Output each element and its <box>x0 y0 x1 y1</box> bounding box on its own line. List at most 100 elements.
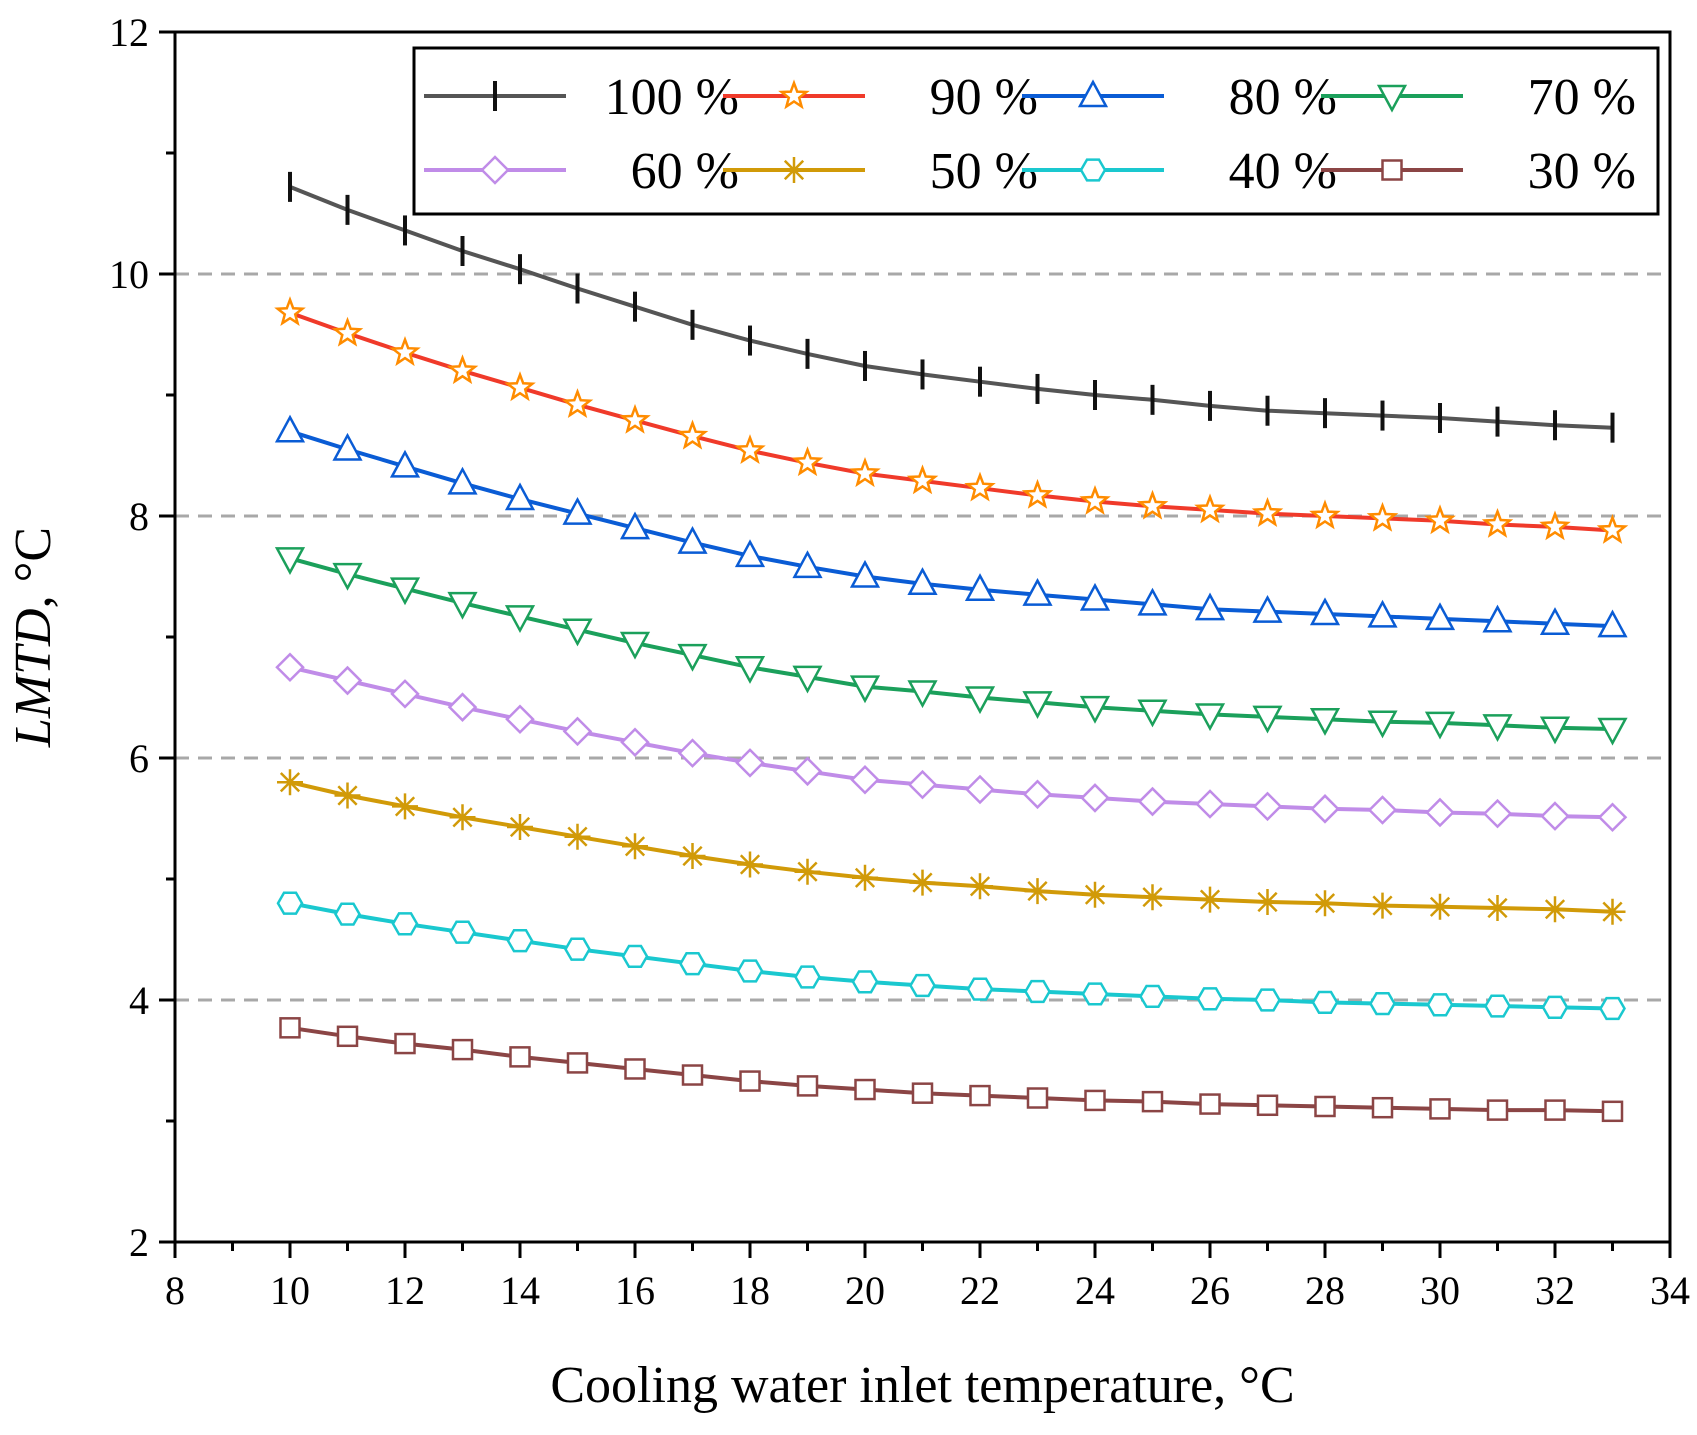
legend-entry: 100 % <box>424 69 739 126</box>
x-tick-label: 10 <box>270 1268 310 1313</box>
data-point <box>966 977 994 1001</box>
data-point <box>336 1025 359 1048</box>
legend-entry: 80 % <box>1022 69 1337 126</box>
legend-marker <box>1079 158 1107 182</box>
data-point <box>1082 881 1108 908</box>
series-90-percent <box>274 296 1629 544</box>
data-point <box>1141 1090 1164 1113</box>
data-point <box>1026 1087 1049 1109</box>
series-60-percent <box>275 652 1628 833</box>
x-tick-label: 20 <box>845 1268 885 1313</box>
data-point <box>1079 695 1111 724</box>
data-point <box>1599 898 1626 925</box>
legend-label: 50 % <box>930 143 1038 200</box>
data-point <box>391 912 419 936</box>
data-point <box>504 605 536 634</box>
series-line <box>289 185 1613 430</box>
series-line <box>289 1025 1613 1114</box>
legend-label: 40 % <box>1229 143 1337 200</box>
data-point <box>332 665 363 696</box>
data-point <box>1486 1099 1509 1121</box>
data-point <box>1482 798 1513 829</box>
data-point <box>1424 711 1456 740</box>
data-point <box>1079 484 1111 515</box>
data-point <box>566 1052 589 1074</box>
data-point <box>446 354 479 385</box>
y-tick-label: 6 <box>129 736 149 781</box>
data-point <box>1544 1099 1566 1121</box>
data-point <box>1481 507 1514 538</box>
data-point <box>1195 789 1225 819</box>
data-point <box>562 496 593 525</box>
data-point <box>1309 499 1341 530</box>
data-point <box>735 748 765 778</box>
data-point <box>964 573 996 602</box>
data-point <box>1254 988 1281 1012</box>
legend-label: 70 % <box>1528 69 1636 126</box>
legend-marker <box>1376 84 1408 113</box>
legend-label: 80 % <box>1229 69 1337 126</box>
x-tick-label: 8 <box>165 1268 185 1313</box>
data-point <box>564 823 591 850</box>
data-point <box>1254 889 1281 915</box>
x-axis: 8 10 12 14 16 18 20 22 24 26 28 30 32 34 <box>165 1242 1690 1313</box>
x-tick-label: 14 <box>500 1268 540 1313</box>
data-point <box>677 643 708 672</box>
y-axis-title-italic: LMTD <box>5 608 62 748</box>
data-point <box>852 864 878 891</box>
data-point <box>734 656 766 684</box>
data-point <box>1314 1095 1336 1118</box>
data-point <box>1484 994 1511 1018</box>
data-point <box>676 419 709 450</box>
data-point <box>1539 510 1571 541</box>
data-point <box>677 738 708 768</box>
data-point <box>967 873 993 900</box>
data-point <box>854 1078 876 1101</box>
data-point <box>1139 984 1166 1009</box>
x-tick-label: 34 <box>1650 1268 1690 1313</box>
legend-marker <box>781 157 807 183</box>
data-point <box>679 843 706 869</box>
data-point <box>1309 597 1341 626</box>
y-tick-label: 12 <box>109 10 149 55</box>
series-40-percent <box>276 891 1626 1021</box>
data-point <box>1194 592 1226 621</box>
data-point <box>907 680 938 709</box>
data-point <box>965 774 995 805</box>
data-point <box>1311 990 1339 1015</box>
data-point <box>447 591 478 620</box>
data-point <box>1426 993 1454 1017</box>
x-axis-title: Cooling water inlet temperature, °C <box>550 1357 1294 1414</box>
data-point <box>1597 802 1628 833</box>
legend-marker <box>778 79 810 110</box>
legend-label: 90 % <box>930 69 1038 126</box>
data-point <box>506 929 534 953</box>
data-point <box>624 1058 646 1080</box>
data-point <box>1139 884 1166 911</box>
data-point <box>1367 599 1398 628</box>
data-point <box>907 567 938 596</box>
data-point <box>1369 991 1396 1016</box>
data-point <box>969 1084 991 1107</box>
data-point <box>734 539 766 568</box>
data-point <box>1424 504 1456 535</box>
data-point <box>1482 714 1513 742</box>
legend-entry: 60 % <box>424 143 739 200</box>
data-point <box>561 388 594 419</box>
data-point <box>1371 1096 1394 1119</box>
data-point <box>1137 587 1168 616</box>
data-point <box>390 679 420 709</box>
data-point <box>1197 886 1223 913</box>
data-point <box>564 937 591 961</box>
data-point <box>1539 716 1571 745</box>
data-point <box>792 550 823 579</box>
series-70-percent <box>274 547 1628 746</box>
series-line <box>289 310 1613 533</box>
data-point <box>907 769 938 800</box>
data-point <box>1366 501 1399 532</box>
y-axis: 2 4 6 8 10 12 <box>109 10 175 1265</box>
legend-box <box>412 46 1660 216</box>
data-point <box>1136 489 1169 520</box>
data-point <box>1256 1094 1279 1117</box>
